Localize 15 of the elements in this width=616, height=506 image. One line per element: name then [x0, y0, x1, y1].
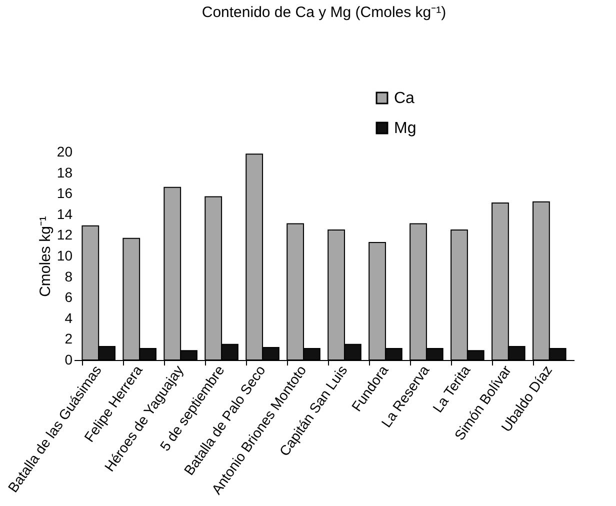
- y-tick-label: 8: [64, 268, 73, 284]
- y-tick-label: 12: [56, 226, 73, 243]
- y-tick-label: 18: [56, 164, 73, 180]
- y-tick-label: 20: [56, 144, 73, 160]
- y-tick-label: 2: [64, 330, 73, 347]
- y-tick-label: 6: [64, 289, 73, 306]
- legend-label: Ca: [394, 90, 415, 107]
- y-tick-label: 16: [56, 185, 73, 202]
- y-tick-label: 0: [64, 352, 73, 368]
- legend-label: Mg: [394, 120, 416, 137]
- y-axis-title: Cmoles kg⁻¹: [36, 216, 54, 297]
- y-tick-label: 10: [56, 248, 73, 264]
- y-tick-label: 14: [56, 206, 73, 222]
- y-tick-label: 4: [64, 310, 73, 326]
- chart-title: Contenido de Ca y Mg (Cmoles kg⁻¹): [202, 4, 446, 21]
